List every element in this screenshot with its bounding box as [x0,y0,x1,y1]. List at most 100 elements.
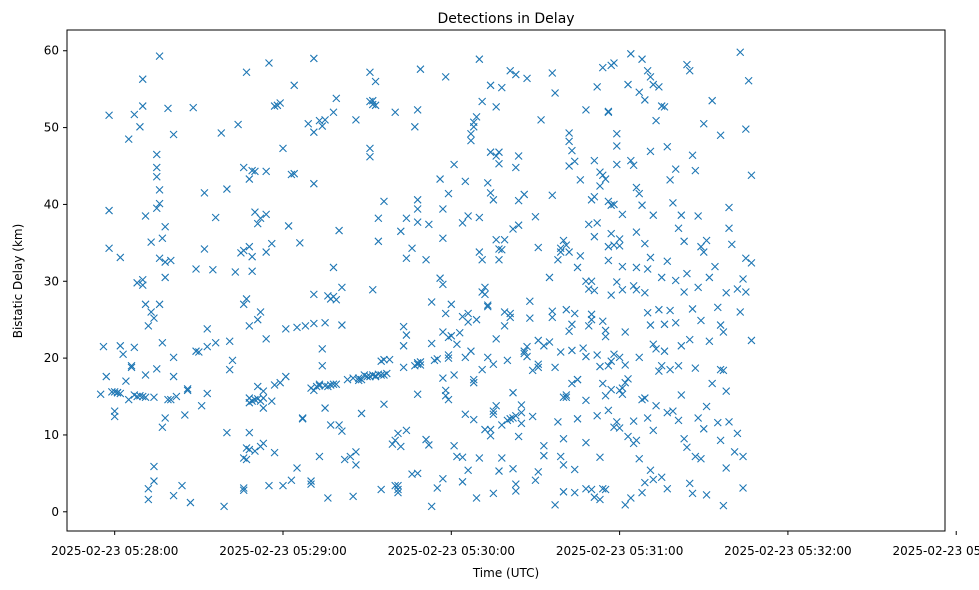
data-point [259,394,268,402]
data-point [262,335,271,343]
data-point [649,80,658,89]
data-point [632,285,641,294]
data-point [438,374,447,382]
data-point [152,172,161,181]
data-point [287,170,296,179]
data-point [318,344,327,353]
data-point [640,394,649,402]
data-point [486,425,495,434]
data-point [251,167,259,176]
x-tick-label: 2025-02-23 05:31:00 [556,544,683,558]
data-point [497,83,506,92]
data-point [570,309,579,318]
data-point [492,401,501,410]
data-point [394,429,402,438]
data-point [332,94,341,103]
data-point [615,242,624,250]
data-point [475,454,484,462]
data-point [295,238,304,247]
data-point [332,380,341,389]
data-point [385,355,394,364]
data-point [657,273,666,282]
data-point [424,220,433,229]
data-point [349,374,358,382]
data-point [208,265,217,274]
data-point [438,474,447,483]
data-point [481,290,489,299]
data-point [158,338,167,347]
data-point [399,322,408,331]
data-point [416,65,425,74]
data-point [565,129,574,137]
data-point [335,226,343,235]
data-point [629,281,638,290]
data-point [464,212,473,220]
data-point [315,381,324,390]
data-point [584,285,593,293]
data-point [245,242,254,251]
data-point [509,464,517,473]
data-point [469,415,478,424]
data-point [495,148,503,157]
data-point [640,96,649,104]
data-point [161,414,170,422]
data-point [604,406,613,415]
data-point [607,357,616,366]
data-point [464,318,473,326]
data-point [472,112,481,121]
data-point [554,417,562,426]
data-point [366,68,374,77]
data-point [559,487,568,496]
data-point [99,342,108,351]
data-point [284,222,293,230]
y-tick-label: 30 [44,274,59,288]
data-point [666,175,674,184]
data-point [511,163,520,172]
data-point [363,372,372,381]
data-point [610,350,618,359]
data-point [741,125,750,134]
data-point [697,316,705,325]
data-point [705,273,714,282]
data-point [304,119,313,128]
data-point [596,362,604,371]
data-point [164,395,172,404]
data-point [486,431,495,440]
data-point [604,108,613,117]
data-point [562,305,571,314]
data-point [293,464,301,472]
data-point [610,59,618,67]
data-point [315,380,324,389]
data-point [469,375,478,384]
data-point [539,341,548,350]
data-point [461,410,470,419]
data-point [130,343,139,352]
data-point [492,102,501,111]
data-point [458,477,467,486]
data-point [713,303,722,312]
data-point [211,338,220,347]
data-point [556,452,565,461]
data-point [141,371,150,379]
data-point [590,286,599,295]
data-point [138,102,147,110]
data-point [685,335,694,344]
data-point [371,101,380,110]
data-point [374,214,383,223]
data-point [559,434,568,443]
data-point [747,258,756,267]
data-point [517,401,526,409]
data-point [495,255,503,264]
data-point [598,484,607,493]
data-point [573,263,582,272]
data-point [551,363,559,372]
x-tick-label: 2025-02-23 05:29:00 [219,544,346,558]
data-point [318,122,327,130]
data-point [396,442,405,451]
data-point [329,108,338,117]
data-point [483,179,492,187]
data-point [192,265,200,273]
data-point [517,419,526,428]
data-point [368,285,377,294]
data-point [618,390,627,399]
